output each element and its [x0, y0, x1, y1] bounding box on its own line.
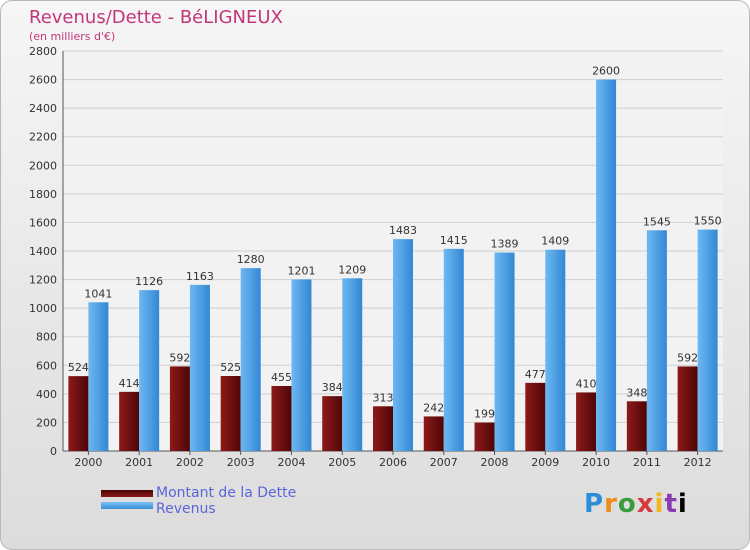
y-tick-label: 2800: [29, 45, 57, 58]
data-label-revenus: 1550: [694, 215, 722, 228]
x-tick-label: 2009: [531, 456, 559, 469]
data-label-revenus: 1209: [338, 263, 366, 276]
x-tick-label: 2008: [481, 456, 509, 469]
y-tick-label: 2600: [29, 74, 57, 87]
chart-subtitle: (en milliers d'€): [29, 30, 116, 43]
y-tick-label: 200: [36, 416, 57, 429]
x-tick-label: 2011: [633, 456, 661, 469]
x-tick-label: 2001: [125, 456, 153, 469]
data-label-dette: 384: [322, 381, 343, 394]
bar-revenus: [139, 290, 160, 451]
data-label-revenus: 1126: [135, 275, 163, 288]
data-label-dette: 414: [119, 377, 140, 390]
data-label-revenus: 1163: [186, 270, 214, 283]
bar-dette: [474, 422, 495, 451]
bar-dette: [68, 376, 89, 451]
y-tick-label: 2200: [29, 131, 57, 144]
bar-revenus: [291, 279, 312, 451]
data-label-dette: 410: [576, 377, 597, 390]
x-tick-label: 2012: [684, 456, 712, 469]
bar-dette: [626, 401, 647, 451]
data-label-revenus: 1483: [389, 224, 417, 237]
y-tick-label: 1400: [29, 245, 57, 258]
bar-dette: [119, 391, 140, 451]
legend-swatch-revenus: [101, 502, 153, 509]
y-tick-label: 800: [36, 331, 57, 344]
bar-dette: [423, 416, 444, 451]
x-tick-label: 2000: [74, 456, 102, 469]
bar-dette: [525, 382, 546, 451]
x-tick-label: 2004: [277, 456, 305, 469]
y-tick-label: 1000: [29, 302, 57, 315]
data-label-dette: 199: [474, 408, 495, 421]
bar-dette: [271, 386, 292, 451]
data-label-revenus: 2600: [592, 65, 620, 78]
y-tick-label: 1800: [29, 188, 57, 201]
bar-revenus: [443, 248, 464, 451]
bar-dette: [677, 366, 698, 451]
data-label-revenus: 1389: [491, 238, 519, 251]
data-label-revenus: 1280: [237, 253, 265, 266]
y-tick-label: 400: [36, 388, 57, 401]
data-label-dette: 313: [373, 391, 394, 404]
bar-dette: [220, 376, 241, 451]
bar-dette: [169, 366, 190, 451]
legend-label-revenus: Revenus: [156, 501, 216, 517]
bar-dette: [373, 406, 393, 451]
data-label-revenus: 1415: [440, 234, 468, 247]
legend-label-dette: Montant de la Dette: [156, 485, 297, 501]
x-tick-label: 2002: [176, 456, 204, 469]
x-tick-label: 2006: [379, 456, 407, 469]
bar-revenus: [494, 252, 515, 451]
bar-revenus: [697, 229, 718, 451]
data-label-dette: 524: [68, 361, 89, 374]
x-tick-label: 2007: [430, 456, 458, 469]
data-label-dette: 242: [423, 401, 444, 414]
bar-revenus: [596, 79, 617, 452]
data-label-revenus: 1545: [643, 215, 671, 228]
bar-revenus: [646, 230, 667, 451]
data-label-dette: 477: [525, 368, 546, 381]
data-label-revenus: 1409: [541, 235, 569, 248]
bar-dette: [576, 392, 597, 451]
bar-revenus: [342, 278, 363, 451]
x-tick-label: 2010: [582, 456, 610, 469]
y-tick-label: 1200: [29, 274, 57, 287]
bar-dette: [322, 396, 343, 451]
chart-title: Revenus/Dette - BéLIGNEUX: [29, 7, 283, 28]
bar-revenus: [545, 249, 566, 451]
data-label-revenus: 1041: [84, 287, 112, 300]
data-label-dette: 348: [626, 386, 647, 399]
data-label-revenus: 1201: [287, 264, 315, 277]
bar-revenus: [88, 302, 109, 451]
y-tick-label: 2400: [29, 102, 57, 115]
legend-swatch-dette: [101, 490, 153, 497]
x-tick-label: 2003: [227, 456, 255, 469]
y-tick-label: 1600: [29, 216, 57, 229]
bar-revenus: [240, 268, 261, 451]
x-tick-label: 2005: [328, 456, 356, 469]
data-label-dette: 592: [677, 351, 698, 364]
proxiti-logo: Proxiti: [584, 489, 688, 519]
bar-revenus: [189, 284, 210, 451]
data-label-dette: 455: [271, 371, 292, 384]
y-tick-label: 2000: [29, 159, 57, 172]
y-tick-label: 600: [36, 359, 57, 372]
bar-revenus: [393, 239, 413, 451]
data-label-dette: 592: [169, 351, 190, 364]
data-label-dette: 525: [220, 361, 241, 374]
y-tick-label: 0: [50, 445, 57, 458]
